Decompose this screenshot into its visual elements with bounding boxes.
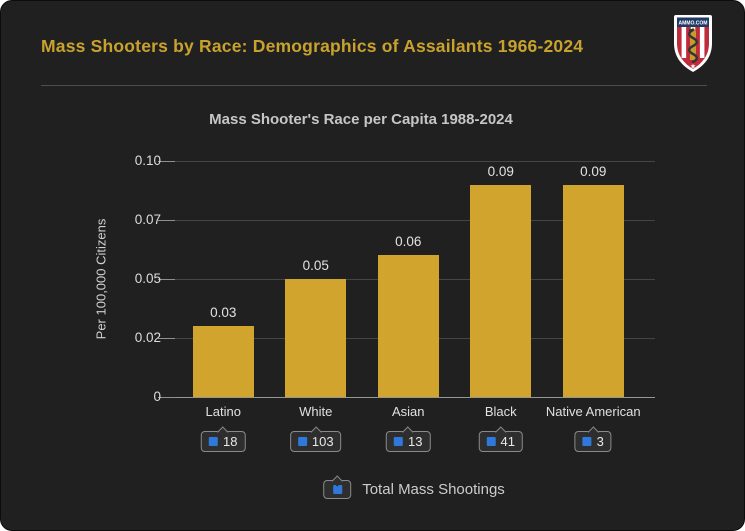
logo-text: AMMO.COM bbox=[679, 21, 708, 27]
count-value: 103 bbox=[311, 434, 334, 449]
y-tick-label: 0.10 bbox=[134, 153, 161, 168]
count-badge: 13 bbox=[386, 431, 431, 452]
stripe bbox=[686, 27, 691, 69]
count-badge: 41 bbox=[478, 431, 523, 452]
x-axis-label: Asian bbox=[391, 404, 425, 419]
bar-value-label: 0.05 bbox=[302, 258, 329, 273]
chart-title: Mass Shooter's Race per Capita 1988-2024 bbox=[209, 111, 513, 128]
count-marker-icon bbox=[582, 437, 592, 446]
gridline bbox=[175, 161, 655, 162]
y-tick-mark bbox=[158, 161, 175, 162]
count-value: 13 bbox=[408, 434, 423, 449]
count-badge: 18 bbox=[201, 431, 246, 452]
bar-value-label: 0.09 bbox=[487, 163, 514, 179]
bar[interactable] bbox=[192, 326, 254, 397]
y-tick-mark bbox=[158, 338, 175, 339]
legend-label: Total Mass Shootings bbox=[362, 481, 505, 498]
y-tick-mark bbox=[158, 220, 175, 221]
bar[interactable] bbox=[285, 279, 347, 397]
gridline bbox=[175, 220, 655, 221]
logo-banner bbox=[677, 17, 709, 27]
stripe bbox=[677, 27, 682, 69]
x-axis-line bbox=[175, 397, 655, 398]
series-marker-icon bbox=[332, 485, 342, 494]
snake-icon bbox=[688, 28, 698, 64]
page-title: Mass Shooters by Race: Demographics of A… bbox=[41, 36, 584, 56]
y-tick-label: 0 bbox=[153, 389, 161, 404]
count-marker-icon bbox=[209, 437, 219, 446]
bar[interactable] bbox=[377, 255, 439, 397]
x-axis-label: Latino bbox=[205, 404, 241, 419]
count-badge: 103 bbox=[289, 431, 342, 452]
header-divider bbox=[41, 85, 707, 86]
x-axis-label: Native American bbox=[545, 404, 641, 419]
bar[interactable] bbox=[470, 184, 532, 397]
snake-head bbox=[688, 28, 693, 33]
bar-value-label: 0.09 bbox=[580, 163, 607, 179]
count-marker-icon bbox=[394, 437, 404, 446]
y-tick-label: 0.05 bbox=[134, 271, 161, 286]
bar-value-label: 0.06 bbox=[395, 234, 422, 250]
star-icon: ★ bbox=[690, 63, 696, 71]
bar[interactable] bbox=[562, 184, 624, 397]
count-value: 3 bbox=[596, 434, 604, 449]
x-axis-label: White bbox=[299, 404, 333, 419]
ammo-logo: AMMO.COM ★ bbox=[674, 15, 712, 72]
count-badge: 3 bbox=[574, 431, 612, 452]
y-tick-label: 0.07 bbox=[134, 212, 161, 227]
count-marker-icon bbox=[486, 437, 496, 446]
y-tick-mark bbox=[158, 397, 175, 398]
y-tick-mark bbox=[158, 279, 175, 280]
bar-value-label: 0.03 bbox=[210, 305, 237, 321]
legend-marker-badge bbox=[323, 480, 352, 499]
stripe bbox=[704, 27, 709, 69]
count-value: 41 bbox=[500, 434, 515, 449]
legend: Total Mass Shootings bbox=[323, 480, 505, 499]
x-axis-label: Black bbox=[484, 404, 517, 419]
count-value: 18 bbox=[223, 434, 238, 449]
stripe bbox=[695, 27, 700, 69]
count-marker-icon bbox=[297, 437, 307, 446]
y-tick-label: 0.02 bbox=[134, 330, 161, 345]
shield-base bbox=[677, 58, 709, 69]
